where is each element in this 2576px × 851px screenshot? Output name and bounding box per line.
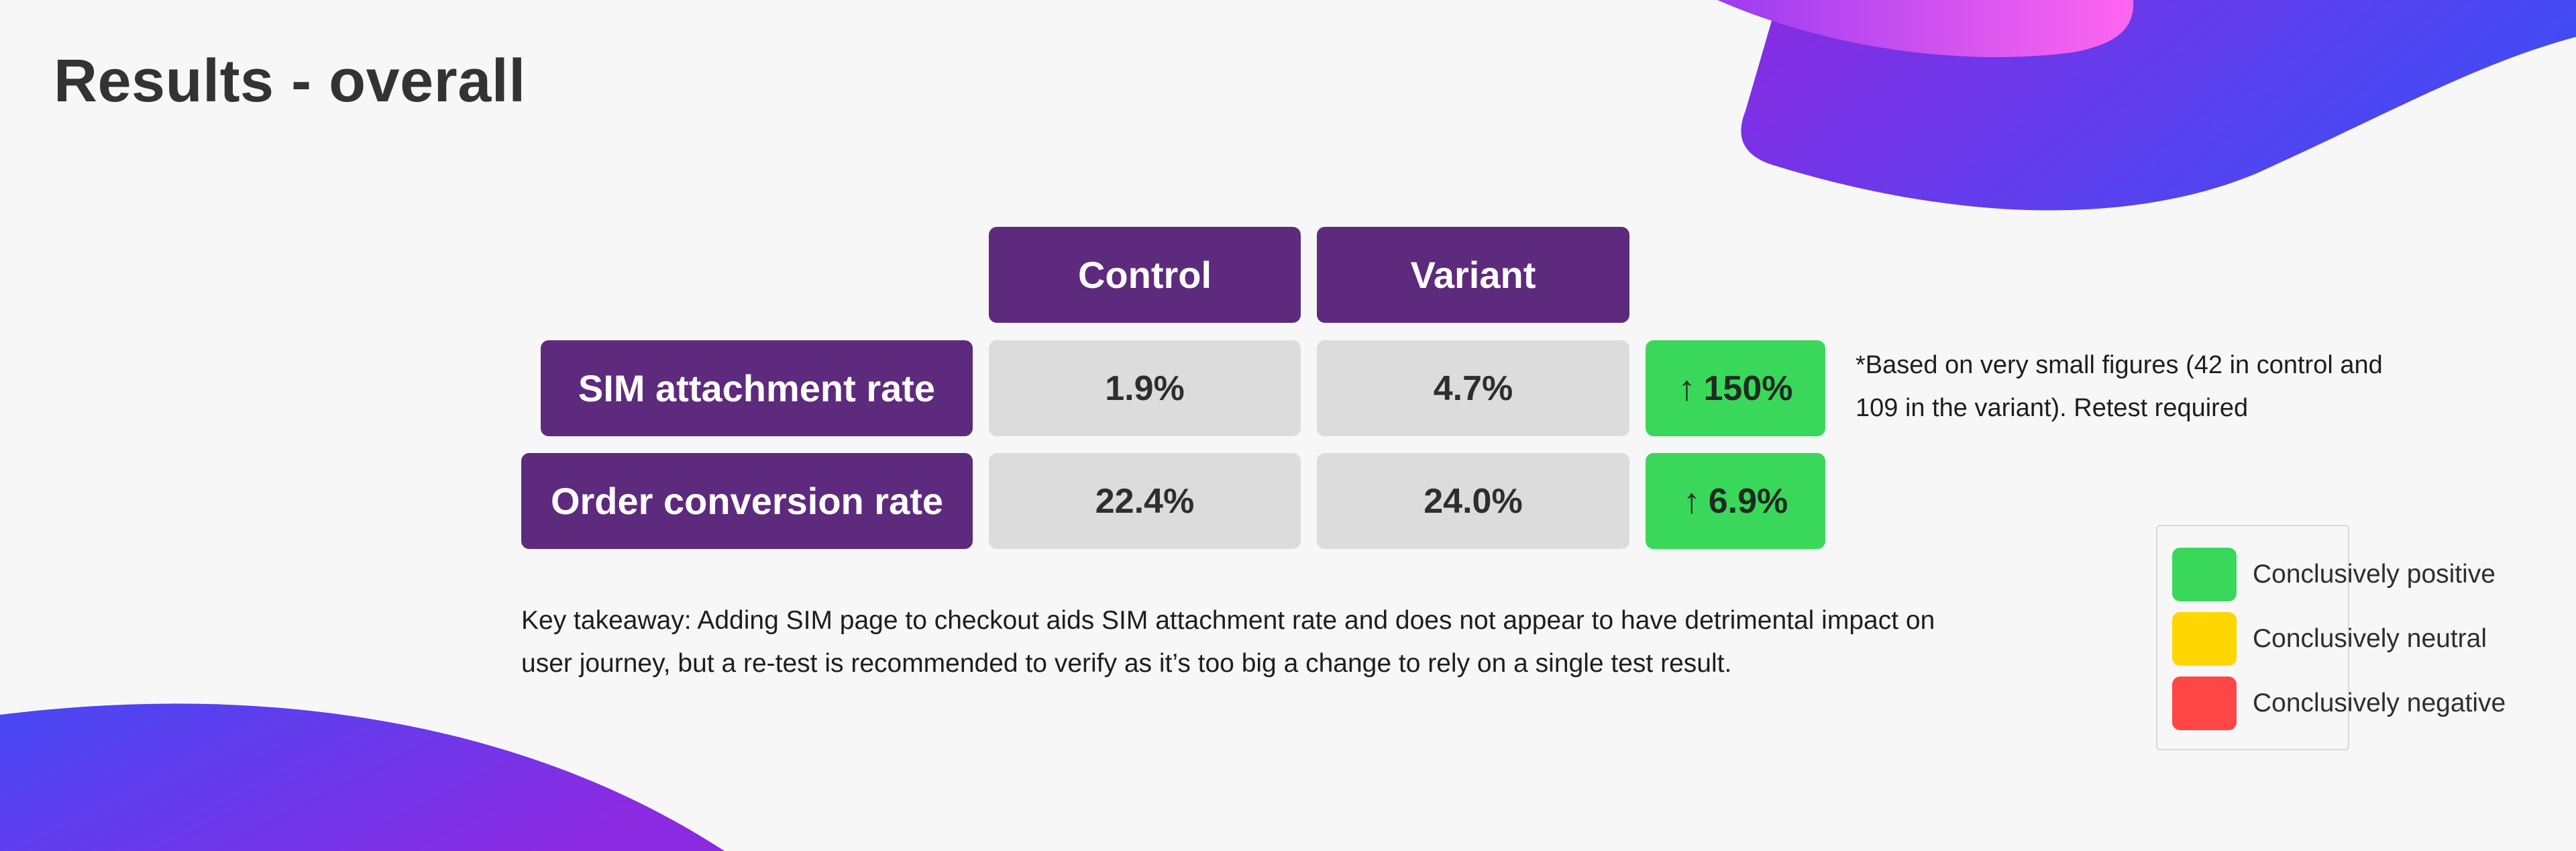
legend-item-negative: Conclusively negative (2172, 677, 2506, 730)
key-takeaway: Key takeaway: Adding SIM page to checkou… (521, 606, 1935, 678)
legend-label: Conclusively negative (2253, 689, 2506, 717)
variant-value-sim-attachment: 4.7% (1317, 340, 1629, 436)
top-right-pink-blob (1717, 0, 2134, 58)
change-value: 150% (1703, 368, 1793, 408)
legend: Conclusively positive Conclusively neutr… (2156, 525, 2506, 750)
legend-item-positive: Conclusively positive (2172, 548, 2496, 601)
page-title: Results - overall (54, 48, 526, 115)
change-badge-order-conversion: ↑ 6.9% (1646, 453, 1825, 549)
top-right-blob (1741, 0, 2576, 211)
arrow-up-icon: ↑ (1678, 368, 1696, 408)
control-value-sim-attachment: 1.9% (989, 340, 1301, 436)
bottom-left-blob (0, 703, 724, 851)
legend-label: Conclusively neutral (2253, 624, 2487, 653)
change-value: 6.9% (1708, 481, 1788, 521)
column-header-variant: Variant (1317, 227, 1629, 323)
column-header-control: Control (989, 227, 1301, 323)
legend-swatch (2172, 612, 2237, 666)
legend-swatch (2172, 548, 2237, 601)
footnote: *Based on very small figures (42 in cont… (1856, 351, 2383, 422)
legend-item-neutral: Conclusively neutral (2172, 612, 2487, 666)
variant-value-order-conversion: 24.0% (1317, 453, 1629, 549)
arrow-up-icon: ↑ (1682, 481, 1701, 521)
row-label-order-conversion-rate: Order conversion rate (521, 453, 973, 549)
legend-swatch (2172, 677, 2237, 730)
control-value-order-conversion: 22.4% (989, 453, 1301, 549)
change-badge-sim-attachment: ↑ 150% (1646, 340, 1825, 436)
legend-label: Conclusively positive (2253, 560, 2496, 589)
row-label-sim-attachment-rate: SIM attachment rate (541, 340, 973, 436)
